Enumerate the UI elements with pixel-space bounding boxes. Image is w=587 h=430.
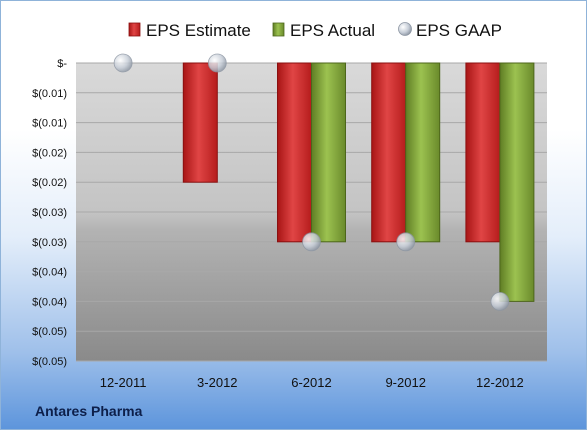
legend-swatch-eps-gaap bbox=[398, 22, 412, 36]
estimate-bar-3-2012 bbox=[182, 62, 218, 183]
y-tick-label: $- bbox=[57, 58, 67, 70]
x-tick-label: 12-2011 bbox=[100, 375, 147, 390]
x-axis: 12-2011 3-2012 6-2012 9-2012 12-2012 bbox=[100, 375, 524, 390]
y-tick-label: $(0.01) bbox=[32, 118, 67, 130]
legend-swatch-eps-estimate bbox=[128, 22, 141, 37]
gaap-marker-12-2011 bbox=[113, 53, 133, 73]
y-tick-label: $(0.05) bbox=[32, 326, 67, 338]
y-tick-label: $(0.02) bbox=[32, 147, 67, 159]
company-label: Antares Pharma bbox=[35, 403, 143, 419]
legend-label: EPS Actual bbox=[290, 21, 375, 40]
y-tick-label: $(0.03) bbox=[32, 237, 67, 249]
gaap-marker-12-2012 bbox=[490, 291, 510, 311]
y-tick-label: $(0.02) bbox=[32, 177, 67, 189]
legend-label: EPS GAAP bbox=[416, 21, 502, 40]
estimate-bar-9-2012 bbox=[371, 62, 407, 243]
actual-bar-6-2012 bbox=[311, 62, 346, 243]
y-tick-label: $(0.01) bbox=[32, 88, 67, 100]
gaap-marker-6-2012 bbox=[302, 232, 321, 252]
estimate-bar-12-2012 bbox=[465, 62, 501, 243]
x-tick-label: 3-2012 bbox=[197, 375, 237, 390]
legend-label: EPS Estimate bbox=[146, 21, 251, 40]
estimate-bar-6-2012 bbox=[277, 62, 312, 243]
actual-bar-9-2012 bbox=[405, 62, 441, 243]
y-tick-label: $(0.03) bbox=[32, 207, 67, 219]
gaap-marker-9-2012 bbox=[396, 232, 416, 252]
gaap-marker-3-2012 bbox=[207, 53, 227, 73]
legend-swatch-eps-actual bbox=[272, 22, 285, 37]
x-tick-label: 12-2012 bbox=[476, 375, 524, 390]
legend: EPS Estimate EPS Actual EPS GAAP bbox=[128, 21, 502, 40]
bars bbox=[182, 62, 535, 302]
y-tick-label: $(0.04) bbox=[32, 296, 67, 308]
y-tick-label: $(0.04) bbox=[32, 267, 67, 279]
x-tick-label: 6-2012 bbox=[291, 375, 331, 390]
gaap-markers bbox=[113, 53, 510, 311]
x-tick-label: 9-2012 bbox=[385, 375, 425, 390]
actual-bar-12-2012 bbox=[499, 62, 535, 302]
y-tick-label: $(0.05) bbox=[32, 356, 67, 368]
y-axis: $- $(0.01) $(0.01) $(0.02) $(0.02) $(0.03) $(0… bbox=[32, 58, 67, 368]
